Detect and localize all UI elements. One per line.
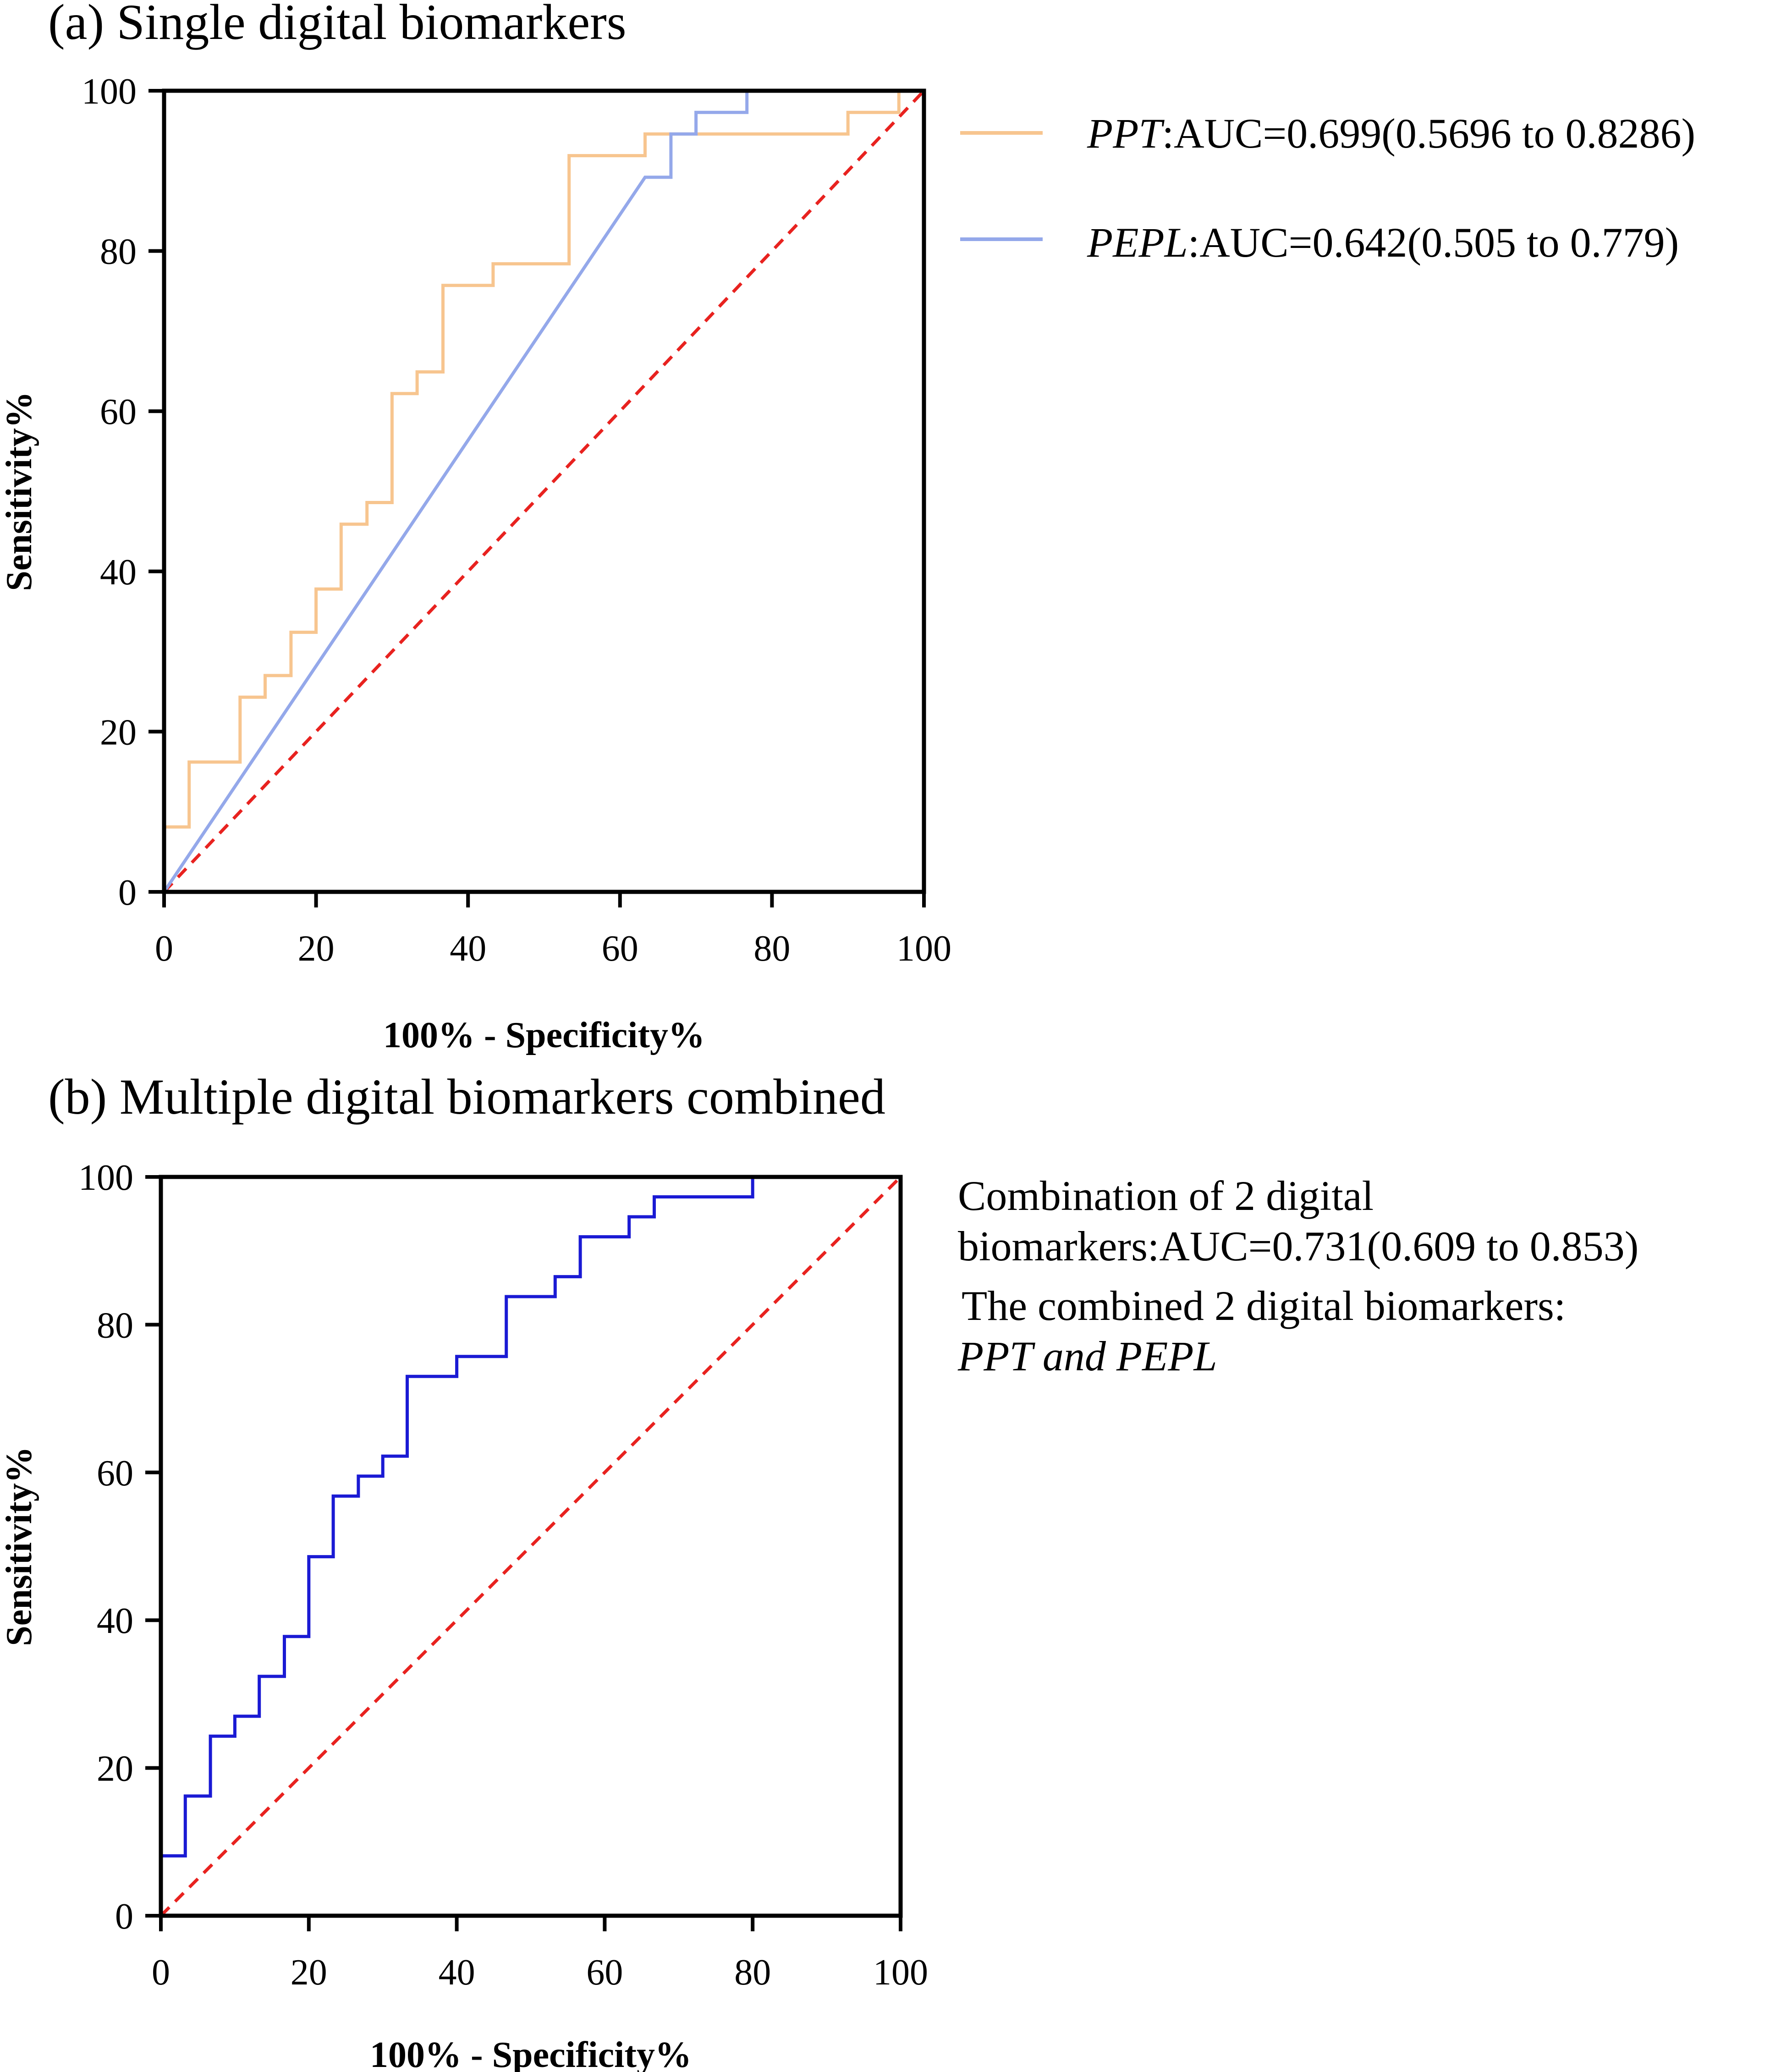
pepl-legend-label: PEPL:AUC=0.642(0.505 to 0.779) — [1087, 219, 1679, 266]
x-tick-label: 100 — [896, 929, 951, 969]
x-tick-label: 20 — [298, 929, 335, 969]
panel-b-title: (b) Multiple digital biomarkers combined — [48, 1069, 885, 1125]
x-tick-label: 0 — [155, 929, 173, 969]
panel-a-plot-frame — [162, 88, 926, 894]
pepl-roc-curve — [163, 89, 924, 893]
panel-b-y-axis-label: Sensitivity% — [0, 1446, 39, 1646]
x-tick-label: 80 — [753, 929, 790, 969]
panel-a-x-axis-label: 100% - Specificity% — [383, 1015, 705, 1055]
panel-b-annotation: Combination of 2 digital biomarkers:AUC=… — [957, 1172, 1638, 1380]
y-tick-label: 60 — [97, 1453, 133, 1494]
y-tick-label: 100 — [82, 71, 137, 112]
y-tick-label: 40 — [100, 552, 137, 593]
panel-b-reference-line — [159, 1176, 902, 1917]
y-tick-label: 40 — [97, 1601, 133, 1641]
panel-b-y-ticks: 0 20 40 60 80 100 — [78, 1158, 161, 1937]
panel-a-reference-line — [163, 89, 925, 893]
x-tick-label: 40 — [439, 1952, 475, 1993]
y-tick-label: 80 — [100, 232, 137, 272]
annotation-line-4: PPT and PEPL — [957, 1333, 1217, 1380]
panel-a-title: (a) Single digital biomarkers — [48, 0, 627, 50]
annotation-line-1: Combination of 2 digital — [958, 1172, 1374, 1219]
combined-roc-curve — [159, 1175, 901, 1916]
ppt-legend-label: PPT:AUC=0.699(0.5696 to 0.8286) — [1087, 110, 1695, 157]
panel-a-x-ticks: 0 20 40 60 80 100 — [155, 892, 951, 969]
annotation-line-2: biomarkers:AUC=0.731(0.609 to 0.853) — [958, 1223, 1638, 1270]
y-tick-label: 20 — [97, 1749, 133, 1789]
x-tick-label: 80 — [734, 1952, 771, 1993]
y-tick-label: 20 — [100, 712, 137, 753]
panel-a-y-ticks: 0 20 40 60 80 100 — [82, 71, 164, 913]
panel-a-y-axis-label: Sensitivity% — [0, 391, 39, 591]
y-tick-label: 0 — [118, 873, 137, 913]
panel-b-x-axis-label: 100% - Specificity% — [370, 2035, 692, 2072]
ppt-roc-curve — [162, 89, 924, 892]
y-tick-label: 100 — [78, 1158, 133, 1198]
panel-a: (a) Single digital biomarkers 0 20 40 60 80 1… — [0, 0, 1695, 1055]
x-tick-label: 0 — [152, 1952, 170, 1993]
x-tick-label: 20 — [291, 1952, 327, 1993]
y-tick-label: 80 — [97, 1305, 133, 1346]
x-tick-label: 100 — [873, 1952, 928, 1993]
x-tick-label: 60 — [602, 929, 638, 969]
y-tick-label: 0 — [115, 1896, 133, 1937]
panel-a-legend: PPT:AUC=0.699(0.5696 to 0.8286) PEPL:AUC… — [960, 110, 1695, 266]
y-tick-label: 60 — [100, 392, 137, 432]
annotation-line-3: The combined 2 digital biomarkers: — [962, 1282, 1566, 1329]
x-tick-label: 40 — [450, 929, 486, 969]
panel-b-x-ticks: 0 20 40 60 80 100 — [152, 1916, 928, 1993]
panel-b-plot-frame — [159, 1175, 903, 1918]
panel-b: (b) Multiple digital biomarkers combined… — [0, 1069, 1638, 2072]
x-tick-label: 60 — [586, 1952, 623, 1993]
